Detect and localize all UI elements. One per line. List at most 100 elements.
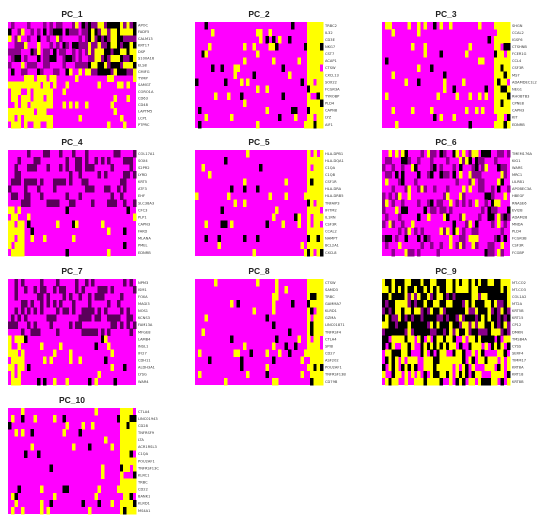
heat-cell (417, 64, 421, 72)
heat-cell (316, 29, 321, 37)
heat-cell (455, 328, 460, 336)
heat-cell (46, 114, 50, 122)
heat-cell (388, 342, 392, 350)
heat-cell (307, 321, 311, 329)
heat-cell (423, 321, 428, 329)
heat-cell (68, 55, 73, 63)
heat-cell (455, 92, 460, 101)
heat-cell (430, 342, 434, 350)
heat-cell (462, 213, 466, 221)
heat-cell (110, 363, 114, 372)
heat-cell (88, 185, 92, 193)
heat-cell (68, 349, 73, 358)
heat-cell (75, 286, 79, 294)
heat-cell (407, 157, 412, 165)
heat-cell (123, 363, 127, 372)
heat-cell (65, 377, 70, 386)
heat-cell (430, 321, 434, 329)
heat-cell (36, 88, 41, 96)
heat-cell (316, 199, 321, 207)
heat-cell (414, 293, 418, 301)
heat-cell (255, 85, 260, 93)
heat-cell (474, 164, 479, 172)
heat-cell (394, 286, 399, 294)
heat-cell (490, 300, 495, 308)
heat-cell (391, 321, 396, 329)
heat-cell (307, 286, 311, 294)
heat-cell (478, 314, 482, 322)
heat-cell (132, 75, 137, 82)
heat-cell (490, 279, 495, 287)
heat-cell (110, 321, 114, 329)
heat-cell (20, 248, 25, 257)
heat-cell (123, 55, 127, 63)
heat-cell (303, 248, 308, 257)
heat-cell (490, 192, 495, 200)
heat-cell (120, 506, 124, 515)
heat-cell (27, 321, 31, 329)
heat-cell (33, 94, 38, 102)
heat-cell (407, 342, 412, 350)
heat-cell (94, 293, 98, 301)
heat-cell (382, 342, 386, 350)
gene-label: ISM1 (138, 288, 147, 292)
heat-cell (91, 199, 95, 207)
heat-cell (30, 443, 34, 451)
heat-cell (43, 234, 47, 243)
heat-cell (497, 78, 501, 86)
heat-cell (490, 377, 495, 386)
heat-cell (446, 293, 450, 301)
heat-cell (129, 429, 134, 437)
heat-cell (307, 71, 311, 79)
heat-cell (313, 349, 317, 358)
heat-cell (17, 81, 22, 89)
heat-cell (275, 206, 279, 214)
heat-cell (123, 61, 127, 69)
heat-cell (410, 164, 415, 172)
heat-cell (8, 108, 12, 116)
heat-cell (503, 314, 508, 322)
heat-cell (123, 422, 127, 430)
heat-cell (439, 335, 444, 343)
heat-cell (394, 363, 399, 372)
gene-label: CCL4 (512, 59, 522, 63)
heat-cell (417, 199, 421, 207)
heat-cell (404, 279, 408, 287)
heat-cell (116, 61, 121, 69)
heat-cell (88, 300, 92, 308)
heat-cell (132, 415, 137, 423)
heat-cell (487, 307, 492, 315)
heat-cell (500, 78, 504, 86)
heat-cell (129, 408, 134, 416)
heat-cell (481, 321, 485, 329)
heat-cell (407, 356, 412, 365)
heat-cell (110, 41, 114, 49)
heat-cell (84, 35, 89, 43)
heat-cell (471, 363, 476, 372)
heat-cell (313, 363, 317, 372)
heat-cell (65, 81, 70, 89)
heat-cell (319, 248, 324, 257)
heat-cell (319, 22, 324, 30)
heat-cell (132, 68, 137, 76)
heat-cell (500, 293, 504, 301)
heat-cell (316, 57, 321, 65)
heat-cell (474, 157, 479, 165)
heat-cell (43, 101, 47, 109)
heat-cell (439, 227, 444, 236)
heat-cell (129, 157, 134, 165)
heat-cell (471, 335, 476, 343)
heat-cell (401, 157, 405, 165)
gene-label: COL1A2 (512, 295, 526, 299)
heat-cell (116, 415, 121, 423)
heat-cell (113, 41, 118, 49)
heat-cell (40, 286, 44, 294)
heat-cell (100, 157, 105, 165)
heat-cell (310, 227, 314, 236)
heat-cell (126, 41, 130, 49)
gene-label: CYSS (512, 344, 522, 348)
heat-cell (497, 22, 501, 30)
heat-cell (113, 377, 118, 386)
heat-cell (294, 342, 298, 350)
heat-cell (394, 150, 399, 158)
